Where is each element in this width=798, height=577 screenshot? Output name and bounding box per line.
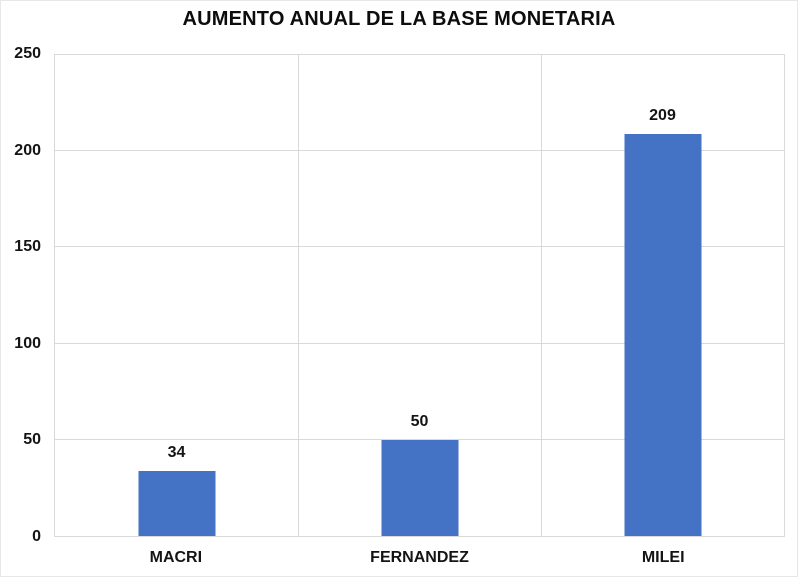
vertical-gridline <box>541 55 542 536</box>
x-category-label: MILEI <box>641 549 685 566</box>
horizontal-gridline <box>55 342 784 344</box>
y-tick-label: 150 <box>14 238 41 256</box>
bar-slot: 34 <box>55 55 298 536</box>
x-category-label: FERNANDEZ <box>370 549 469 566</box>
y-tick-label: 50 <box>23 431 41 449</box>
bar-macri <box>138 470 215 536</box>
x-axis: MACRI FERNANDEZ MILEI <box>54 548 785 572</box>
plot-area: 34 50 209 <box>54 54 785 537</box>
bar-value-label: 209 <box>649 106 676 124</box>
chart-title: AUMENTO ANUAL DE LA BASE MONETARIA <box>182 8 616 30</box>
y-tick-label: 100 <box>14 334 41 352</box>
vertical-gridline <box>298 55 299 536</box>
horizontal-gridline <box>55 150 784 152</box>
bar-fernandez <box>381 439 458 536</box>
horizontal-gridline <box>55 246 784 248</box>
y-axis: 0 50 100 150 200 250 <box>1 46 41 545</box>
bar-slot: 209 <box>541 55 784 536</box>
y-tick-label: 200 <box>14 141 41 159</box>
x-category-label: MACRI <box>149 549 203 566</box>
y-tick-label: 0 <box>32 528 41 545</box>
bar-slot: 50 <box>298 55 541 536</box>
horizontal-gridline <box>55 438 784 440</box>
bar-value-label: 50 <box>410 412 429 430</box>
y-tick-label: 250 <box>14 45 41 62</box>
bar-value-label: 34 <box>167 443 186 461</box>
bar-milei <box>624 133 701 536</box>
